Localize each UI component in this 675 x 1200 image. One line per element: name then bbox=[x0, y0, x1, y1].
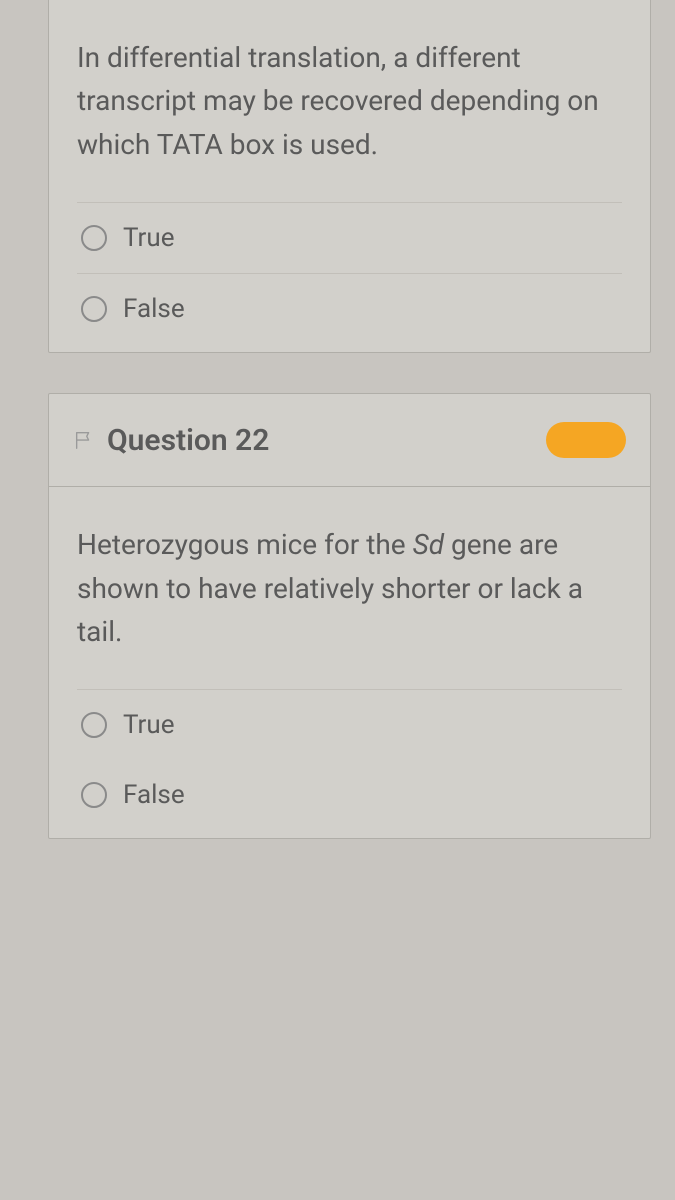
option-label-true: True bbox=[123, 710, 175, 740]
option-false[interactable]: False bbox=[77, 274, 622, 344]
question-header: Question 22 bbox=[49, 394, 650, 487]
highlight-badge bbox=[546, 422, 626, 458]
options-container: True False bbox=[77, 689, 622, 830]
option-label-true: True bbox=[123, 223, 175, 253]
quiz-page: In differential translation, a different… bbox=[0, 0, 675, 839]
radio-icon bbox=[81, 225, 107, 251]
flag-icon[interactable] bbox=[73, 428, 95, 452]
question-header-left: Question 22 bbox=[73, 423, 269, 458]
option-label-false: False bbox=[123, 780, 185, 810]
question-body: In differential translation, a different… bbox=[49, 0, 650, 352]
radio-icon bbox=[81, 782, 107, 808]
question-body: Heterozygous mice for the Sd gene are sh… bbox=[49, 487, 650, 838]
option-false[interactable]: False bbox=[77, 760, 622, 830]
question-text: Heterozygous mice for the Sd gene are sh… bbox=[77, 523, 622, 653]
question-card-22: Question 22 Heterozygous mice for the Sd… bbox=[48, 393, 651, 839]
question-text-italic: Sd bbox=[413, 528, 444, 561]
radio-icon bbox=[81, 296, 107, 322]
question-title: Question 22 bbox=[107, 423, 269, 458]
question-card-21: In differential translation, a different… bbox=[48, 0, 651, 353]
option-true[interactable]: True bbox=[77, 690, 622, 760]
question-text: In differential translation, a different… bbox=[77, 36, 622, 166]
options-container: True False bbox=[77, 202, 622, 344]
option-label-false: False bbox=[123, 294, 185, 324]
option-true[interactable]: True bbox=[77, 203, 622, 274]
question-text-prefix: Heterozygous mice for the bbox=[77, 528, 413, 561]
radio-icon bbox=[81, 712, 107, 738]
